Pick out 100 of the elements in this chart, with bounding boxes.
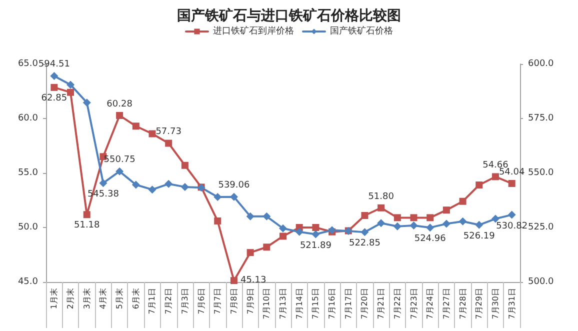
point	[82, 98, 91, 107]
point	[165, 140, 172, 147]
data-label: 45.13	[240, 276, 266, 286]
x-tick-label: 7月10日	[262, 288, 272, 320]
point	[280, 232, 286, 240]
point	[476, 181, 483, 188]
point	[148, 130, 156, 138]
point	[214, 192, 222, 201]
x-tick-label: 7月28日	[458, 288, 468, 320]
x-tick-label: 3月末	[82, 288, 92, 310]
data-label: 526.19	[463, 231, 496, 242]
point	[492, 173, 499, 180]
data-label: 51.80	[368, 192, 394, 202]
data-label: 524.96	[414, 234, 446, 244]
y-tick-label: 55.0	[18, 168, 38, 178]
y-tick-label: 65.0	[18, 59, 38, 69]
x-tick-label: 7月27日	[442, 288, 451, 320]
point	[378, 204, 385, 212]
data-label: 51.18	[74, 220, 100, 231]
x-tick-label: 7月3日	[180, 288, 190, 314]
point	[508, 210, 516, 219]
point	[230, 277, 238, 284]
x-tick-label: 2月末	[66, 288, 76, 310]
x-tick-label: 7月2日	[164, 288, 174, 314]
point	[491, 214, 500, 223]
point	[393, 222, 402, 230]
point	[442, 220, 450, 228]
chart-title: 国产铁矿石与进口铁矿石价格比较图	[177, 7, 401, 24]
point	[377, 219, 386, 228]
x-tick-label: 7月13日	[278, 288, 288, 320]
x-tick-label: 7月8日	[229, 288, 238, 314]
point	[132, 180, 140, 189]
y2-tick-label: 550.0	[528, 168, 554, 178]
y-tick-label: 50.0	[18, 222, 38, 232]
data-label: 594.51	[38, 59, 70, 70]
x-tick-label: 7月30日	[490, 288, 500, 320]
x-tick-label: 7月24日	[426, 288, 435, 320]
legend-label: 进口铁矿石到岸价格	[213, 26, 294, 36]
x-tick-label: 7月17日	[344, 288, 353, 320]
data-label: 530.82	[496, 221, 528, 232]
point	[214, 217, 222, 224]
point	[180, 182, 189, 191]
point	[410, 214, 418, 222]
point	[360, 228, 369, 236]
point	[50, 72, 58, 80]
point	[50, 84, 58, 91]
point	[312, 230, 320, 238]
point	[116, 167, 124, 176]
point	[508, 180, 516, 187]
x-tick-label: 7月1日	[148, 288, 157, 314]
data-label: 522.85	[348, 238, 380, 249]
y-tick-label: 45.0	[18, 277, 38, 287]
point	[66, 80, 75, 89]
y2-tick-label: 525.0	[528, 222, 554, 232]
point	[116, 112, 124, 119]
point	[361, 212, 368, 220]
point	[295, 228, 304, 236]
point	[246, 212, 254, 220]
point	[410, 222, 418, 230]
data-label: 60.28	[106, 99, 133, 110]
data-label: 62.85	[41, 93, 68, 104]
point	[99, 179, 108, 188]
point	[394, 214, 401, 222]
data-label: 57.73	[156, 127, 182, 138]
y-tick-label: 60.0	[18, 114, 38, 124]
point	[426, 224, 434, 232]
x-tick-label: 7月20日	[360, 288, 370, 320]
y2-tick-label: 575.0	[528, 114, 554, 124]
x-tick-label: 7月22日	[392, 288, 402, 320]
point	[263, 244, 270, 251]
data-label: 521.89	[300, 240, 332, 251]
data-label: 550.75	[104, 154, 136, 165]
point	[279, 224, 287, 232]
point	[230, 192, 238, 201]
x-tick-label: 7月29日	[474, 288, 484, 320]
point	[426, 214, 434, 222]
point	[459, 198, 466, 205]
point	[164, 180, 173, 188]
x-tick-label: 5月末	[115, 288, 124, 310]
x-tick-label: 6月末	[131, 288, 140, 310]
point	[246, 249, 254, 256]
x-tick-label: 7月15日	[311, 288, 320, 320]
x-tick-label: 7月16日	[328, 288, 337, 320]
point	[181, 162, 188, 169]
point	[312, 224, 320, 231]
x-tick-label: 7月21日	[376, 288, 386, 320]
point	[67, 88, 74, 96]
x-tick-label: 7月31日	[507, 288, 516, 320]
point	[132, 122, 140, 130]
y2-tick-label: 500.0	[528, 277, 554, 287]
x-tick-label: 4月末	[98, 288, 108, 310]
x-tick-label: 7月23日	[409, 288, 418, 320]
x-tick-label: 7月6日	[196, 288, 206, 314]
legend-label: 国产铁矿石价格	[330, 26, 393, 36]
point	[458, 217, 467, 226]
y2-tick-label: 600.0	[528, 59, 554, 69]
point	[262, 212, 271, 220]
x-tick-label: 1月末	[50, 288, 59, 310]
data-label: 539.06	[218, 180, 250, 190]
x-tick-label: 7月14日	[294, 288, 304, 320]
